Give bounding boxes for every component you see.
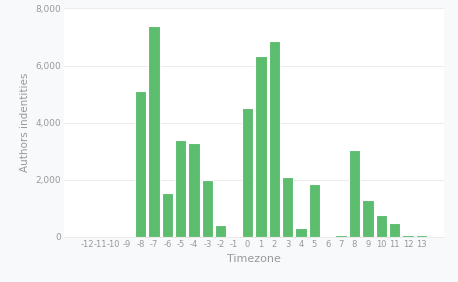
Bar [215, 224, 226, 237]
Bar [415, 235, 427, 237]
Bar [376, 215, 387, 237]
Bar [309, 184, 320, 237]
X-axis label: Timezone: Timezone [227, 254, 281, 264]
Bar [175, 140, 186, 237]
Bar [268, 41, 280, 237]
Bar [242, 108, 253, 237]
Bar [402, 235, 414, 237]
Bar [362, 200, 374, 237]
Bar [389, 223, 400, 237]
Bar [255, 56, 267, 237]
Bar [282, 177, 293, 237]
Bar [148, 26, 159, 237]
Bar [202, 180, 213, 237]
Bar [188, 143, 200, 237]
Bar [295, 228, 307, 237]
Y-axis label: Authors indentities: Authors indentities [20, 73, 30, 172]
Bar [335, 235, 347, 237]
Bar [135, 91, 146, 237]
Bar [162, 193, 173, 237]
Bar [349, 150, 360, 237]
